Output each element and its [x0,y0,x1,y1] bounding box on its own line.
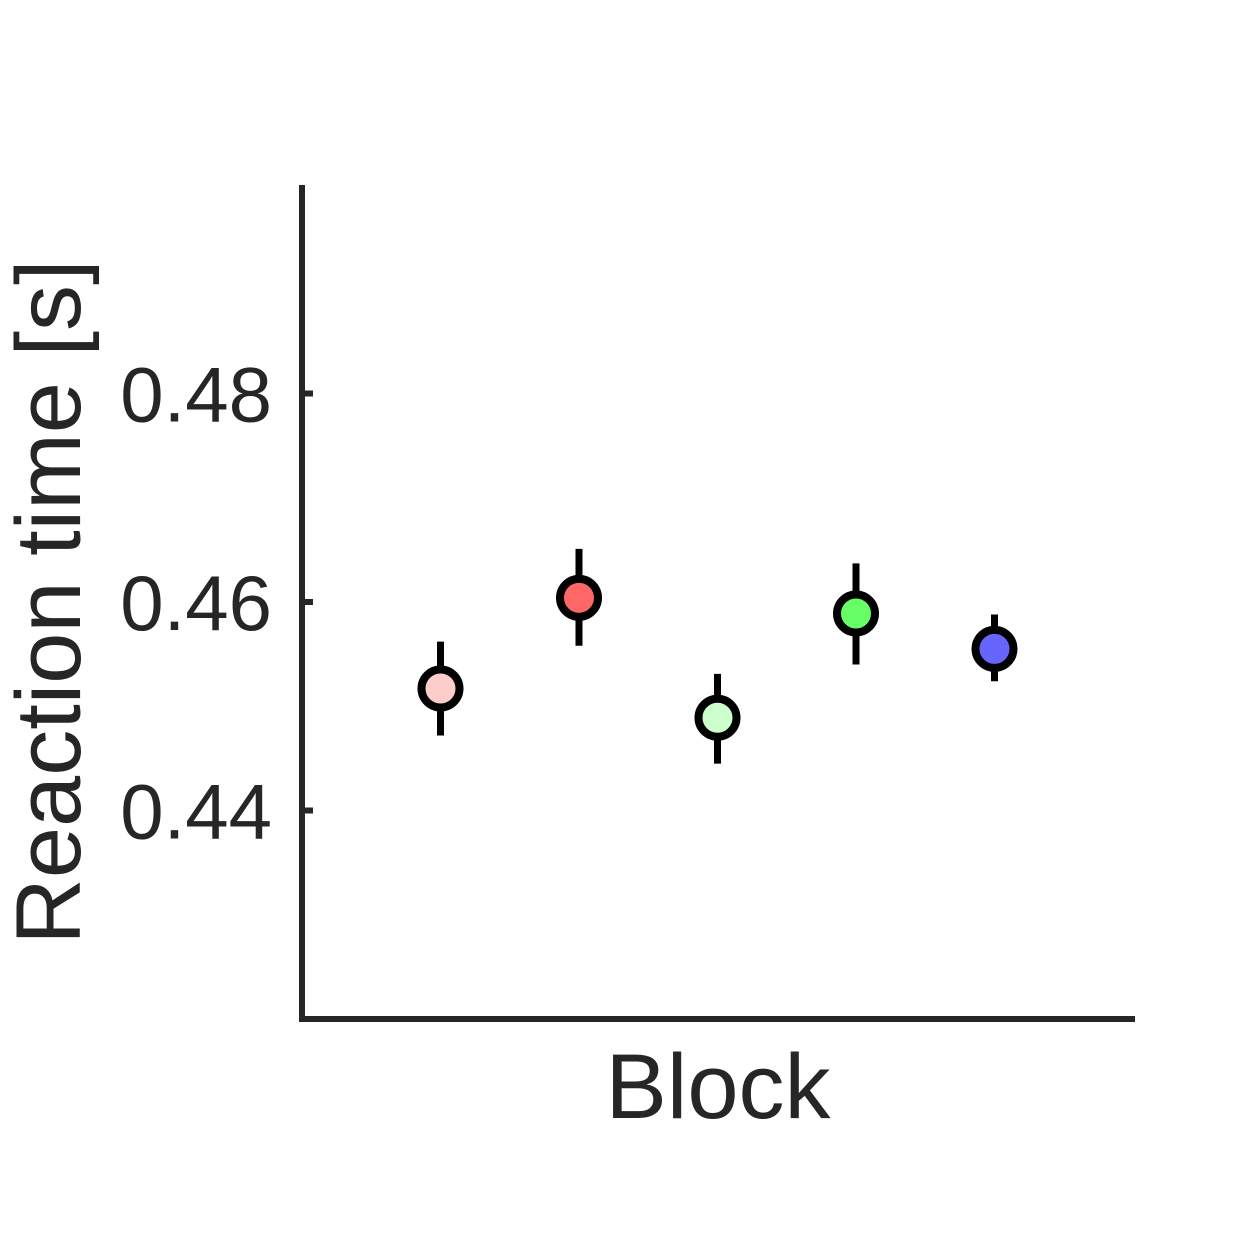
y-axis-title: Reaction time [s] [0,259,100,944]
y-tick-label: 0.46 [120,559,272,647]
axes [299,185,1135,1022]
data-point [694,694,741,741]
x-axis-title: Block [606,1036,832,1138]
y-tick-label: 0.48 [120,351,272,439]
y-ticks: 0.44 0.46 0.48 [120,351,313,856]
y-tick-label: 0.44 [120,768,272,856]
data-point [971,625,1018,672]
data-points [417,574,1018,741]
data-point [417,665,464,712]
data-point [556,574,602,621]
data-point [833,590,879,637]
